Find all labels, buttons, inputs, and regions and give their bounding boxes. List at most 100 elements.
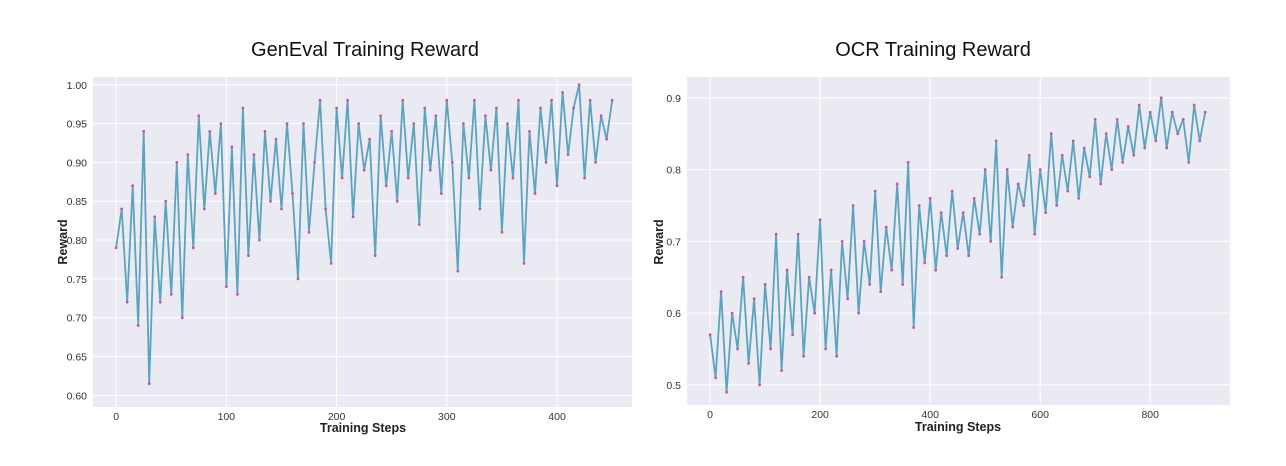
x-axis-label-geneval: Training Steps — [320, 421, 406, 435]
data-point — [528, 129, 531, 133]
data-point — [1049, 132, 1053, 136]
data-point — [500, 230, 504, 234]
data-point — [489, 168, 493, 172]
data-point — [362, 168, 366, 172]
y-tick-label: 0.8 — [666, 165, 681, 177]
y-tick-label: 0.65 — [67, 352, 88, 364]
data-point — [412, 122, 416, 125]
data-point — [747, 361, 751, 365]
y-tick-label: 0.75 — [67, 274, 88, 286]
data-point — [313, 161, 316, 164]
data-point — [890, 268, 894, 272]
data-point — [467, 176, 471, 180]
data-point — [224, 285, 228, 289]
data-point — [445, 98, 449, 102]
data-point — [923, 261, 927, 265]
data-point — [917, 204, 921, 207]
data-point — [763, 283, 767, 286]
data-point — [961, 211, 965, 215]
data-point — [741, 275, 745, 279]
x-tick-label: 100 — [218, 411, 236, 423]
data-point — [829, 268, 833, 272]
data-point — [1121, 161, 1125, 164]
data-point — [873, 189, 877, 193]
data-point — [1071, 139, 1075, 143]
data-point — [1093, 117, 1097, 121]
data-point — [478, 207, 482, 211]
data-point — [785, 268, 789, 272]
data-point — [274, 137, 278, 141]
data-point — [1203, 110, 1207, 114]
x-tick-label: 400 — [548, 411, 566, 423]
y-tick-label: 0.95 — [67, 119, 88, 131]
data-point — [1110, 168, 1114, 171]
x-tick-label: 600 — [1031, 409, 1049, 421]
data-point — [1082, 146, 1086, 150]
data-point — [291, 192, 294, 195]
x-tick-label: 300 — [438, 411, 456, 423]
data-point — [164, 199, 168, 203]
data-point — [252, 153, 256, 157]
data-point — [1159, 96, 1163, 100]
data-point — [1187, 161, 1191, 164]
data-point — [807, 275, 811, 279]
data-point — [906, 161, 910, 164]
data-point — [241, 106, 245, 110]
data-point — [950, 189, 954, 193]
data-point — [472, 98, 476, 102]
data-point — [263, 129, 267, 133]
data-point — [758, 383, 762, 387]
data-point — [846, 297, 850, 301]
data-point — [1148, 110, 1152, 114]
data-point — [417, 223, 421, 226]
data-point — [324, 207, 327, 211]
data-point — [247, 254, 250, 257]
data-point — [599, 114, 603, 118]
y-tick-label: 0.5 — [666, 380, 681, 392]
data-point — [153, 215, 157, 219]
data-point — [213, 192, 217, 195]
data-point — [307, 230, 311, 234]
data-point — [851, 204, 855, 207]
data-point — [983, 168, 987, 171]
data-point — [230, 145, 234, 149]
plot-ocr: 0.5 0.6 0.7 0.8 0.9 0 200 400 600 800 — [666, 77, 1230, 421]
data-point — [1088, 175, 1092, 179]
data-point — [1066, 189, 1070, 193]
data-point — [506, 122, 509, 125]
data-point — [533, 192, 537, 195]
data-point — [351, 215, 355, 219]
data-point — [1038, 168, 1042, 171]
data-point — [555, 184, 559, 188]
data-point — [588, 98, 592, 102]
data-point — [802, 354, 806, 358]
data-point — [1132, 153, 1136, 157]
data-point — [495, 106, 498, 110]
data-point — [456, 269, 460, 273]
x-axis-label-ocr: Training Steps — [915, 420, 1001, 434]
data-point — [368, 137, 372, 141]
x-tick-label: 400 — [921, 409, 939, 421]
data-point — [967, 254, 971, 258]
data-point — [373, 254, 377, 257]
data-point — [1077, 196, 1081, 200]
data-point — [169, 293, 173, 296]
data-point — [945, 254, 949, 258]
data-point — [1165, 146, 1169, 150]
data-point — [868, 283, 872, 286]
data-point — [994, 139, 998, 143]
x-tick-label: 800 — [1141, 409, 1159, 421]
data-point — [191, 246, 195, 250]
data-point — [714, 376, 718, 380]
data-point — [840, 239, 844, 243]
data-point — [939, 211, 943, 215]
data-point — [708, 333, 712, 337]
data-point — [406, 176, 410, 180]
data-point — [197, 114, 201, 118]
data-point — [147, 382, 151, 386]
data-point — [561, 91, 564, 94]
data-point — [1060, 153, 1064, 157]
data-point — [379, 114, 383, 118]
data-point — [202, 207, 206, 211]
